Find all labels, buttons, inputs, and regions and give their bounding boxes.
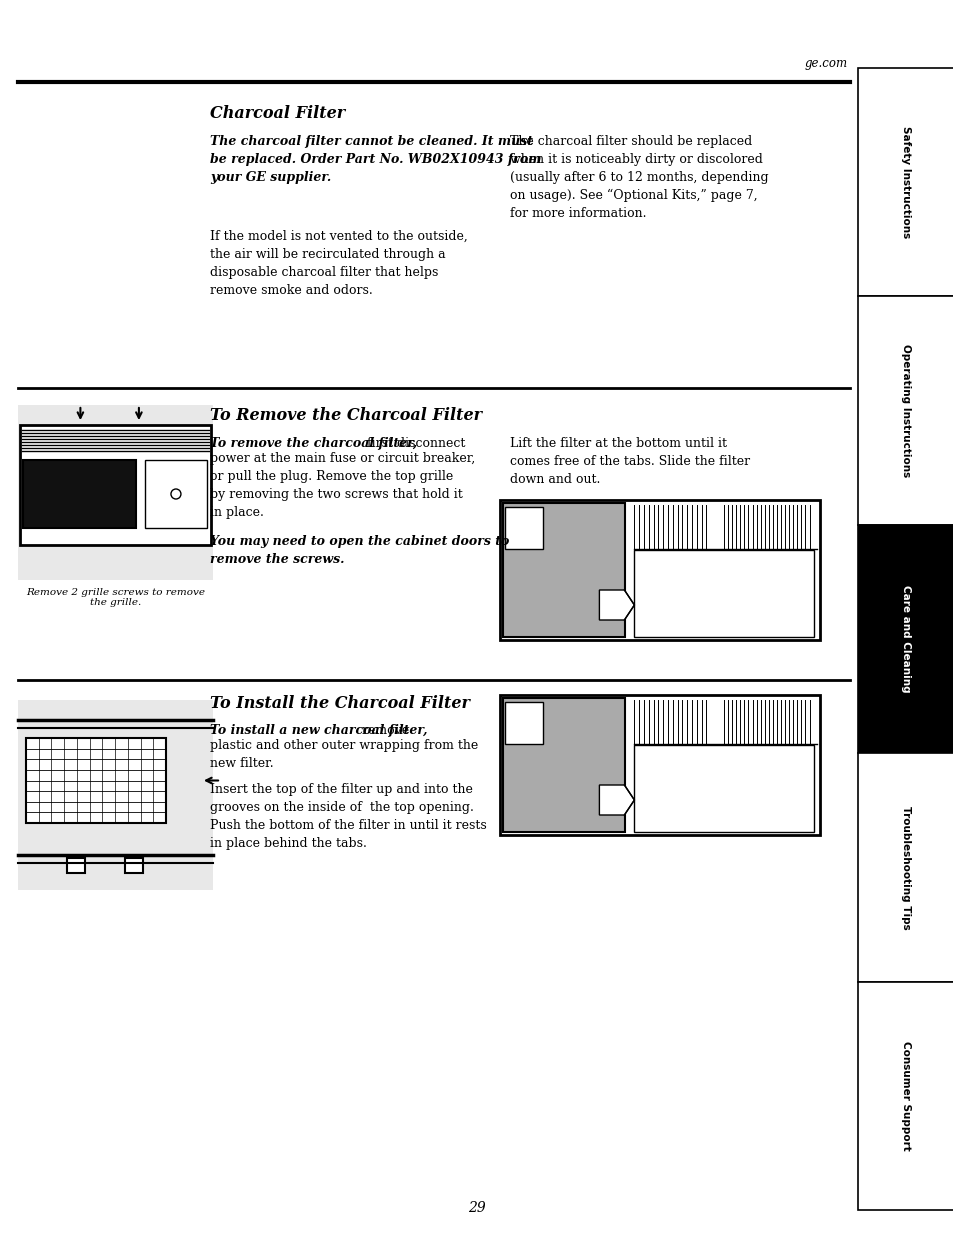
- Bar: [18, 405, 213, 580]
- Text: To install a new charcoal filter,: To install a new charcoal filter,: [210, 724, 427, 737]
- Text: Safety Instructions: Safety Instructions: [900, 126, 910, 238]
- Text: You may need to open the cabinet doors to
remove the screws.: You may need to open the cabinet doors t…: [210, 535, 509, 566]
- Bar: [499, 695, 820, 835]
- Circle shape: [171, 489, 181, 499]
- Bar: [504, 508, 543, 550]
- Text: To Remove the Charcoal Filter: To Remove the Charcoal Filter: [210, 408, 481, 424]
- Bar: [857, 753, 953, 982]
- Text: ge.com: ge.com: [804, 57, 847, 70]
- Text: plastic and other outer wrapping from the
new filter.: plastic and other outer wrapping from th…: [210, 739, 477, 769]
- Text: 29: 29: [468, 1200, 485, 1215]
- Text: To remove the charcoal filter,: To remove the charcoal filter,: [210, 437, 416, 450]
- Bar: [20, 425, 211, 545]
- Polygon shape: [598, 785, 634, 815]
- Bar: [857, 982, 953, 1210]
- Bar: [504, 701, 543, 743]
- Bar: [857, 525, 953, 753]
- Text: remove: remove: [357, 724, 409, 737]
- Text: first disconnect: first disconnect: [363, 437, 465, 450]
- Bar: [23, 459, 136, 529]
- Text: power at the main fuse or circuit breaker,
or pull the plug. Remove the top gril: power at the main fuse or circuit breake…: [210, 452, 475, 519]
- Polygon shape: [598, 590, 634, 620]
- Bar: [18, 700, 213, 890]
- Bar: [634, 551, 813, 637]
- Text: If the model is not vented to the outside,
the air will be recirculated through : If the model is not vented to the outsid…: [210, 230, 467, 296]
- Text: The charcoal filter should be replaced
when it is noticeably dirty or discolored: The charcoal filter should be replaced w…: [510, 135, 768, 220]
- Text: Consumer Support: Consumer Support: [900, 1041, 910, 1151]
- Bar: [499, 500, 820, 640]
- Text: Care and Cleaning: Care and Cleaning: [900, 585, 910, 693]
- Text: Troubleshooting Tips: Troubleshooting Tips: [900, 805, 910, 929]
- Bar: [145, 459, 207, 529]
- Text: To Install the Charcoal Filter: To Install the Charcoal Filter: [210, 695, 470, 713]
- Bar: [26, 739, 166, 823]
- Bar: [502, 698, 624, 832]
- Text: The charcoal filter cannot be cleaned. It must
be replaced. Order Part No. WB02X: The charcoal filter cannot be cleaned. I…: [210, 135, 541, 184]
- Bar: [634, 745, 813, 832]
- Text: Lift the filter at the bottom until it
comes free of the tabs. Slide the filter
: Lift the filter at the bottom until it c…: [510, 437, 749, 487]
- Bar: [125, 858, 143, 873]
- Text: Operating Instructions: Operating Instructions: [900, 345, 910, 477]
- Bar: [502, 503, 624, 637]
- Bar: [857, 68, 953, 296]
- Text: Charcoal Filter: Charcoal Filter: [210, 105, 345, 122]
- Bar: [857, 296, 953, 525]
- Bar: [67, 858, 85, 873]
- Text: Insert the top of the filter up and into the
grooves on the inside of  the top o: Insert the top of the filter up and into…: [210, 783, 486, 850]
- Text: Remove 2 grille screws to remove
the grille.: Remove 2 grille screws to remove the gri…: [26, 588, 205, 608]
